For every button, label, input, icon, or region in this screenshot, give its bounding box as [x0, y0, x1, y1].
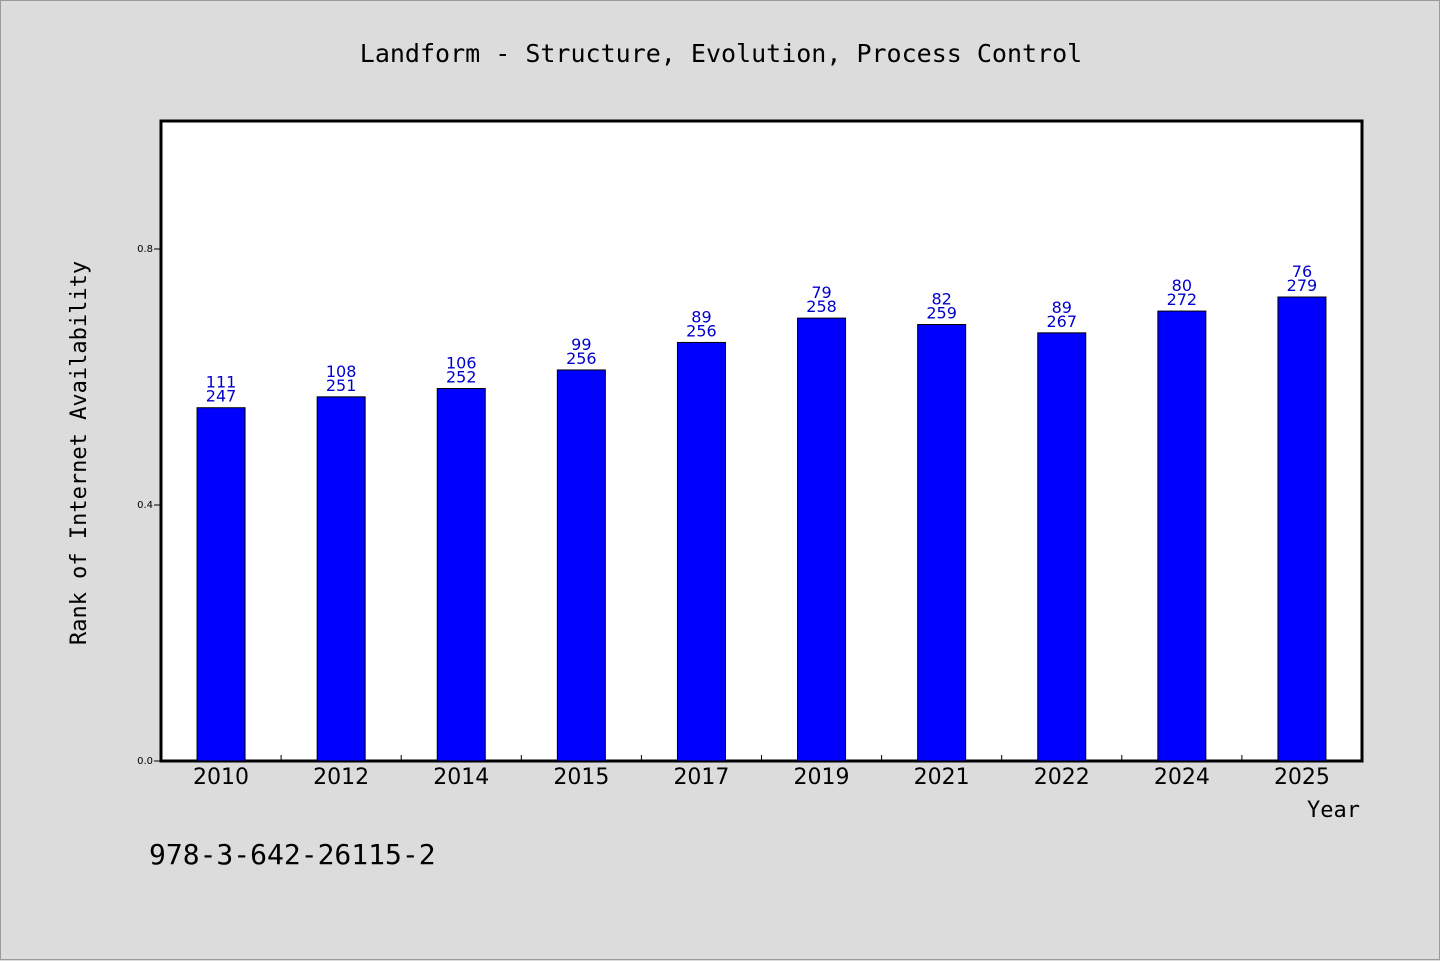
bar-label-top: 108 — [326, 362, 357, 381]
bar — [1277, 296, 1327, 762]
x-tick-label: 2024 — [1154, 765, 1210, 790]
bar — [196, 407, 246, 762]
x-tick-label: 2022 — [1034, 765, 1090, 790]
bar-label-bottom: 247 — [206, 387, 237, 406]
bar-label-bottom: 252 — [446, 368, 477, 387]
bar-label-bottom: 272 — [1167, 290, 1198, 309]
bar-label-top: 106 — [446, 354, 477, 373]
bar — [676, 341, 726, 762]
isbn-footer: 978-3-642-26115-2 — [149, 838, 436, 871]
bar-label-top: 82 — [931, 290, 951, 309]
bar — [436, 388, 486, 762]
x-tick-label: 2019 — [794, 765, 850, 790]
bar-label-bottom: 279 — [1287, 276, 1318, 295]
y-tick-label: 0.8 — [137, 244, 153, 255]
y-axis-ticks: 0.0 0.4 0.8 — [137, 244, 161, 767]
bar-label-top: 99 — [571, 335, 591, 354]
y-tick-label: 0.4 — [137, 500, 153, 511]
bar-label-top: 79 — [811, 283, 831, 302]
bar-label-top: 80 — [1172, 276, 1192, 295]
x-tick-label: 2021 — [914, 765, 970, 790]
bar-label-bottom: 259 — [926, 304, 957, 323]
x-axis-ticks: 2010 2012 2014 2015 2017 2019 2021 2022 2024 2025 — [193, 755, 1330, 790]
x-tick-label: 2015 — [553, 765, 609, 790]
bar-label-bottom: 267 — [1046, 312, 1077, 331]
bar-label-bottom: 256 — [566, 349, 597, 368]
x-axis-label: Year — [1307, 798, 1360, 823]
bar — [1157, 310, 1207, 762]
bar — [316, 396, 366, 762]
x-tick-label: 2010 — [193, 765, 249, 790]
bar-label-bottom: 256 — [686, 321, 717, 340]
y-tick-label: 0.0 — [137, 756, 153, 767]
bar-label-top: 111 — [206, 373, 237, 392]
x-tick-label: 2025 — [1274, 765, 1330, 790]
bar-label-bottom: 251 — [326, 376, 357, 395]
bar-label-bottom: 258 — [806, 297, 837, 316]
bar-label-top: 76 — [1292, 262, 1312, 281]
x-tick-label: 2017 — [673, 765, 729, 790]
chart-title: Landform - Structure, Evolution, Process… — [360, 39, 1082, 68]
bar — [1037, 332, 1087, 762]
y-axis-label: Rank of Internet Availability — [67, 261, 92, 645]
x-tick-label: 2012 — [313, 765, 369, 790]
bars — [196, 296, 1327, 762]
bar-label-top: 89 — [691, 307, 711, 326]
x-tick-label: 2014 — [433, 765, 489, 790]
bar — [797, 317, 847, 762]
bar — [917, 324, 967, 762]
bar — [556, 369, 606, 762]
bar-label-top: 89 — [1052, 298, 1072, 317]
